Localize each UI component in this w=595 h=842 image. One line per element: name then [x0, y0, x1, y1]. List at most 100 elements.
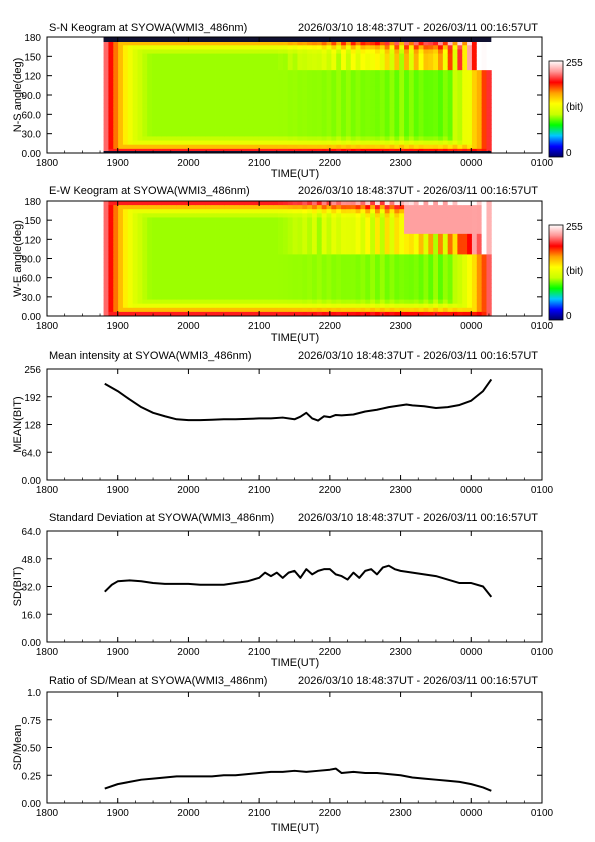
- keogram-cell: [413, 82, 420, 88]
- keogram-cell: [307, 74, 313, 79]
- keogram-cell: [248, 279, 255, 284]
- keogram-cell: [190, 205, 197, 210]
- keogram-cell: [200, 250, 206, 255]
- keogram-cell: [341, 287, 347, 292]
- keogram-cell: [185, 274, 192, 280]
- keogram-cell: [467, 136, 473, 141]
- keogram-cell: [336, 311, 342, 317]
- keogram-cell: [399, 111, 405, 117]
- keogram-cell: [447, 95, 453, 100]
- keogram-cell: [273, 57, 279, 63]
- keogram-cell: [273, 132, 279, 137]
- keogram-cell: [142, 99, 148, 104]
- keogram-cell: [224, 107, 230, 112]
- keogram-cell: [418, 291, 424, 296]
- keogram-cell: [219, 128, 226, 133]
- keogram-cell: [457, 111, 463, 117]
- keogram-cell: [292, 270, 298, 276]
- keogram-cell: [365, 258, 371, 264]
- keogram-cell: [471, 250, 478, 255]
- keogram-cell: [181, 90, 187, 96]
- keogram-cell: [471, 95, 478, 100]
- keogram-cell: [181, 140, 187, 146]
- keogram-cell: [224, 74, 230, 79]
- keogram-cell: [166, 311, 172, 317]
- keogram-cell: [404, 82, 410, 88]
- keogram-cell: [103, 128, 109, 133]
- keogram-cell: [263, 209, 269, 214]
- keogram-cell: [360, 209, 366, 214]
- keogram-cell: [481, 70, 487, 75]
- keogram-cell: [394, 270, 400, 276]
- keogram-cell: [210, 295, 216, 300]
- keogram-cell: [103, 111, 109, 117]
- keogram-cell: [205, 229, 211, 235]
- keogram-cell: [311, 66, 318, 71]
- keogram-cell: [413, 229, 420, 235]
- keogram-cell: [384, 266, 390, 272]
- keogram-cell: [384, 132, 390, 137]
- keogram-cell: [278, 229, 284, 235]
- keogram-cell: [210, 90, 216, 96]
- keogram-cell: [263, 119, 269, 125]
- keogram-cell: [137, 233, 143, 239]
- keogram-cell: [210, 132, 216, 137]
- keogram-cell: [122, 90, 129, 96]
- keogram-cell: [389, 283, 395, 288]
- keogram-cell: [166, 213, 172, 218]
- keogram-cell: [190, 225, 197, 231]
- keogram-cell: [253, 99, 260, 104]
- keogram-cell: [408, 111, 415, 117]
- keogram-cell: [113, 70, 119, 75]
- keogram-cell: [103, 217, 109, 222]
- keogram-cell: [118, 53, 124, 59]
- keogram-cell: [122, 299, 129, 305]
- keogram-cell: [321, 283, 327, 288]
- keogram-cell: [350, 41, 357, 46]
- keogram-cell: [457, 95, 463, 100]
- keogram-cell: [239, 107, 245, 112]
- keogram-cell: [341, 250, 347, 255]
- keogram-cell: [476, 115, 483, 121]
- keogram-cell: [471, 287, 478, 292]
- keogram-cell: [476, 209, 483, 214]
- keogram-cell: [147, 299, 153, 305]
- keogram-cell: [200, 78, 206, 83]
- keogram-cell: [103, 144, 109, 150]
- keogram-cell: [248, 225, 255, 231]
- keogram-cell: [195, 124, 201, 129]
- keogram-cell: [166, 136, 172, 141]
- keogram-cell: [181, 225, 187, 231]
- keogram-cell: [132, 205, 138, 210]
- keogram-cell: [438, 287, 444, 292]
- keogram-cell: [471, 136, 478, 141]
- keogram-cell: [355, 144, 361, 150]
- keogram-cell: [375, 140, 381, 146]
- keogram-cell: [350, 201, 357, 206]
- keogram-cell: [219, 242, 226, 247]
- keogram-cell: [258, 209, 264, 214]
- keogram-cell: [273, 242, 279, 247]
- keogram-cell: [152, 287, 158, 292]
- keogram-cell: [118, 246, 124, 251]
- keogram-cell: [447, 70, 453, 75]
- keogram-cell: [379, 254, 386, 259]
- keogram-cell: [166, 287, 172, 292]
- keogram-cell: [273, 45, 279, 50]
- keogram-cell: [481, 66, 487, 71]
- keogram-cell: [113, 270, 119, 276]
- keogram-cell: [132, 307, 138, 313]
- keogram-cell: [379, 57, 386, 63]
- keogram-cell: [462, 287, 468, 292]
- keogram-cell: [234, 132, 240, 137]
- keogram-cell: [345, 217, 352, 222]
- keogram-cell: [481, 61, 487, 67]
- keogram-cell: [118, 82, 124, 88]
- keogram-cell: [355, 209, 361, 214]
- keogram-cell: [132, 303, 138, 309]
- keogram-cell: [152, 262, 158, 268]
- keogram-cell: [113, 115, 119, 121]
- keogram-cell: [161, 258, 167, 264]
- keogram-cell: [418, 136, 424, 141]
- keogram-cell: [311, 132, 318, 137]
